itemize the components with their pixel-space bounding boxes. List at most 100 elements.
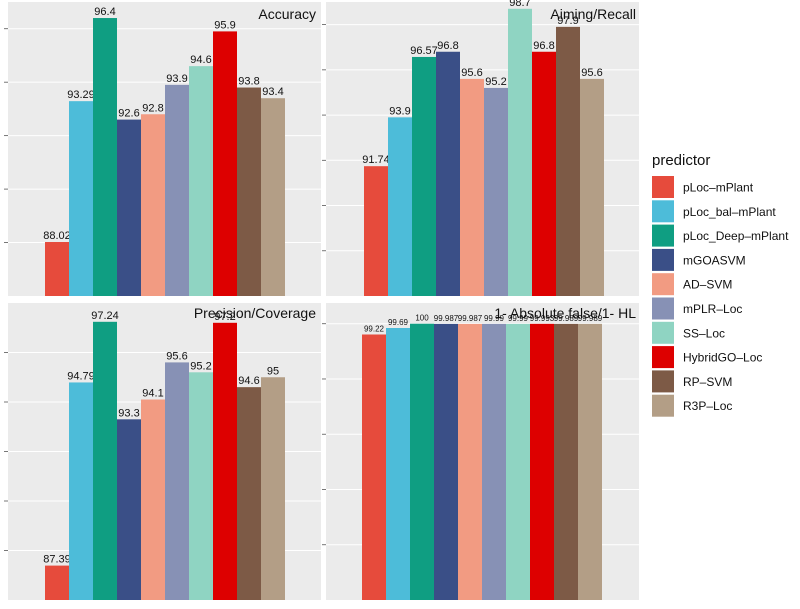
legend-swatch [652,200,674,223]
data-label: 99.22 [364,324,385,333]
data-label: 88.02 [43,230,71,242]
legend-label: R3P–Loc [683,399,732,413]
bar-hybridgo-loc [213,322,237,600]
legend-label: pLoc_bal–mPlant [683,205,776,219]
data-label: 98.7 [509,0,530,9]
bar-ss-loc [189,372,213,600]
legend-item: pLoc_Deep–mPlant [652,224,789,247]
data-label: 94.79 [67,370,95,382]
bar-mplr-loc [482,323,506,600]
bar-ploc-bal-mplant [69,101,93,297]
legend-item: mPLR–Loc [652,297,742,320]
data-label: 94.6 [190,54,211,66]
data-label: 94.6 [238,375,259,387]
bar-r3p-loc [261,377,285,600]
legend-swatch [652,224,674,247]
legend-item: pLoc_bal–mPlant [652,200,776,223]
data-label: 95.2 [485,76,506,88]
data-label: 99.989 [578,314,603,323]
bar-ploc-mplant [364,166,388,296]
bar-hybridgo-loc [532,51,556,296]
data-label: 92.8 [142,102,163,114]
bar-ad-svm [141,399,165,600]
data-label: 95.6 [461,67,482,79]
bar-ss-loc [508,8,532,297]
data-label: 97.24 [91,310,119,322]
data-label: 96.8 [533,40,554,52]
data-label: 95.2 [190,360,211,372]
data-label: 97.2 [214,311,235,323]
data-label: 95.9 [214,19,235,31]
legend-item: pLoc–mPlant [652,176,754,198]
legend-swatch [652,370,674,393]
data-label: 99.993 [530,314,555,323]
legend: predictor pLoc–mPlant pLoc_bal–mPlant pLoc_… [652,152,789,417]
bar-ploc-deep-mplant [412,56,436,296]
bar-rp-svm [554,323,578,600]
legend-swatch [652,248,674,271]
legend-swatch [652,176,674,198]
legend-title: predictor [652,152,710,169]
legend-label: SS–Loc [683,326,725,340]
data-label: 99.69 [388,318,409,327]
bar-hybridgo-loc [213,31,237,297]
data-label: 87.39 [43,554,71,566]
legend-label: mPLR–Loc [683,302,742,316]
bar-ad-svm [460,78,484,297]
bar-ploc-mplant [45,242,69,296]
legend-item: R3P–Loc [652,394,732,417]
bar-mgoasvm [117,119,141,296]
data-label: 96.4 [94,6,115,18]
data-label: 99.987 [434,314,459,323]
bar-mplr-loc [484,87,508,296]
data-label: 99.99 [508,314,529,323]
data-label: 91.74 [362,154,390,166]
bar-r3p-loc [580,78,604,297]
data-label: 95.6 [166,350,187,362]
data-label: 99.989 [554,314,579,323]
legend-label: pLoc–mPlant [683,181,754,195]
legend-swatch [652,394,674,417]
legend-item: HybridGO–Loc [652,346,762,369]
legend-swatch [652,297,674,320]
data-label: 100 [415,314,429,323]
bar-ploc-deep-mplant [93,321,117,600]
data-label: 99.987 [458,314,483,323]
data-label: 99.99 [484,314,505,323]
legend-label: RP–SVM [683,375,732,389]
legend-item: mGOASVM [652,248,746,271]
panel-title: 1- Absolute false/1- HL [494,305,636,321]
bar-mgoasvm [434,323,458,600]
bar-ad-svm [141,114,165,296]
data-label: 94.1 [142,388,163,400]
legend-label: pLoc_Deep–mPlant [683,229,789,243]
data-label: 96.8 [437,40,458,52]
legend-swatch [652,273,674,296]
bar-r3p-loc [578,323,602,600]
panel-title: Accuracy [258,6,316,22]
bar-ad-svm [458,323,482,600]
legend-item: RP–SVM [652,370,732,393]
legend-label: HybridGO–Loc [683,351,762,365]
legend-label: AD–SVM [683,278,732,292]
legend-swatch [652,346,674,369]
bar-hybridgo-loc [530,323,554,600]
bar-mgoasvm [117,419,141,600]
bar-ss-loc [189,66,213,297]
bar-ss-loc [506,323,530,600]
bar-ploc-bal-mplant [386,328,410,600]
legend-label: mGOASVM [683,253,746,267]
data-label: 92.6 [118,108,139,120]
bar-ploc-mplant [45,565,69,600]
data-label: 93.8 [238,76,259,88]
legend-item: SS–Loc [652,321,725,344]
bar-rp-svm [556,26,580,296]
bar-rp-svm [237,387,261,600]
bar-r3p-loc [261,98,285,296]
panel-title: Precision/Coverage [194,305,316,321]
bar-ploc-bal-mplant [69,382,93,600]
data-label: 93.9 [166,73,187,85]
data-label: 93.9 [389,105,410,117]
